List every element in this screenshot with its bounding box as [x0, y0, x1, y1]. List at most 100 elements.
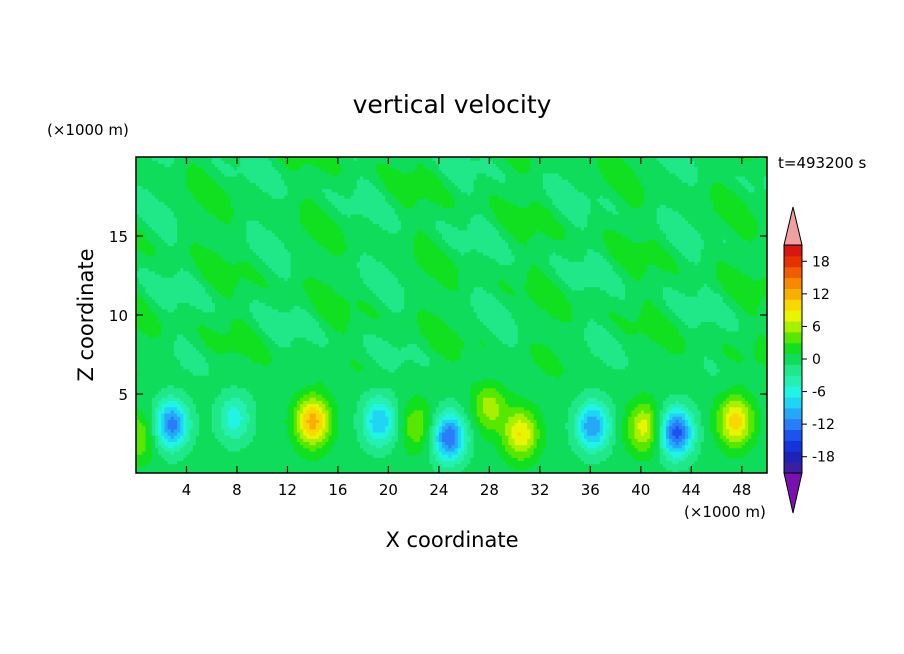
field-cell — [259, 299, 311, 303]
field-cell — [363, 390, 396, 395]
field-cell — [432, 311, 478, 316]
field-cell — [587, 213, 658, 218]
field-cell — [707, 356, 730, 360]
field-cell — [136, 299, 147, 303]
field-cell — [252, 435, 289, 439]
field-cell — [438, 425, 443, 430]
field-cell — [246, 220, 260, 224]
field-cell — [192, 447, 229, 452]
field-cell — [385, 412, 393, 417]
field-cell — [722, 283, 767, 288]
field-cell — [334, 289, 374, 294]
field-cell — [164, 416, 172, 420]
field-cell — [546, 444, 572, 449]
field-cell — [173, 210, 210, 215]
field-cell — [230, 406, 238, 411]
field-cell — [429, 438, 434, 442]
field-cell — [202, 283, 213, 288]
field-cell — [514, 343, 531, 348]
x-tick-label: 40 — [631, 481, 650, 499]
field-cell — [151, 457, 165, 461]
field-cell — [432, 435, 437, 439]
colorbar-segment — [784, 353, 802, 365]
field-cell — [331, 286, 371, 291]
field-cell — [356, 305, 374, 310]
field-cell — [268, 362, 352, 367]
field-cell — [158, 232, 178, 237]
field-cell — [322, 425, 326, 430]
field-cell — [688, 428, 692, 433]
field-cell — [688, 220, 727, 224]
field-cell — [265, 343, 279, 348]
field-cell — [486, 324, 519, 329]
field-cell — [328, 409, 333, 414]
field-cell — [606, 435, 610, 439]
field-cell — [249, 324, 260, 329]
field-cell — [722, 406, 730, 411]
field-cell — [640, 305, 658, 310]
field-cell — [631, 273, 645, 278]
field-cell — [290, 258, 361, 262]
field-cell — [757, 220, 767, 224]
field-cell — [615, 438, 623, 442]
field-cell — [369, 302, 386, 307]
field-cell — [672, 454, 683, 458]
field-cell — [142, 409, 153, 414]
field-cell — [470, 292, 494, 297]
field-cell — [536, 460, 585, 465]
field-cell — [145, 236, 162, 240]
field-cell — [530, 157, 598, 161]
field-cell — [366, 419, 371, 424]
field-cell — [353, 157, 358, 161]
colorbar-segment — [784, 288, 802, 300]
field-cell — [173, 340, 191, 345]
field-cell — [584, 412, 601, 417]
field-cell — [287, 422, 295, 427]
field-cell — [511, 425, 528, 430]
field-cell — [167, 422, 178, 427]
field-cell — [517, 419, 522, 424]
field-cell — [435, 469, 462, 473]
field-cell — [183, 428, 188, 433]
field-cell — [716, 428, 724, 433]
field-cell — [508, 416, 528, 420]
field-cell — [524, 283, 557, 288]
field-cell — [542, 204, 557, 209]
field-cell — [350, 194, 386, 199]
field-cell — [628, 419, 636, 424]
field-cell — [363, 333, 377, 338]
field-cell — [653, 422, 658, 427]
field-cell — [558, 318, 572, 322]
field-cell — [363, 447, 393, 452]
field-cell — [688, 447, 696, 452]
field-cell — [757, 397, 767, 401]
field-cell — [612, 201, 629, 205]
field-cell — [552, 315, 572, 319]
field-cell — [265, 261, 292, 266]
field-cell — [716, 264, 733, 269]
field-cell — [189, 188, 225, 193]
field-cell — [546, 191, 585, 196]
field-cell — [161, 387, 184, 392]
field-cell — [460, 251, 465, 256]
field-cell — [473, 308, 509, 313]
field-cell — [315, 406, 323, 411]
field-cell — [565, 280, 623, 284]
field-cell — [640, 204, 661, 209]
field-cell — [748, 406, 752, 411]
field-cell — [236, 261, 251, 266]
field-cell — [508, 160, 531, 164]
field-cell — [325, 343, 364, 348]
field-cell — [584, 333, 614, 338]
field-cell — [136, 394, 156, 398]
field-cell — [325, 245, 348, 250]
field-cell — [136, 419, 140, 424]
field-cell — [423, 229, 440, 234]
field-cell — [688, 412, 696, 417]
field-cell — [473, 435, 484, 439]
field-cell — [599, 251, 610, 256]
x-tick-label: 44 — [682, 481, 701, 499]
field-cell — [158, 333, 178, 338]
field-cell — [577, 438, 582, 442]
field-cell — [662, 463, 692, 468]
